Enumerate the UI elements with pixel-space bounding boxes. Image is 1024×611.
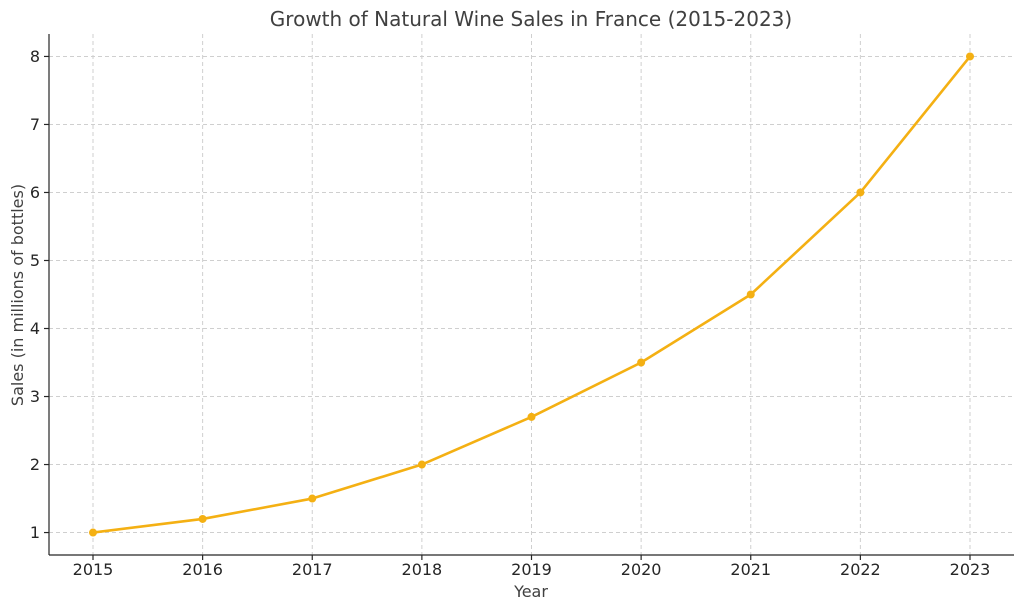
- x-tick-label: 2023: [950, 560, 991, 579]
- tick-labels: 2015 2016 2017 2018 2019 2020 2021 2022 2023 1 2 3 4…: [30, 47, 991, 579]
- y-tick-label: 3: [30, 387, 40, 406]
- y-tick-label: 6: [30, 183, 40, 202]
- x-tick-label: 2019: [511, 560, 552, 579]
- x-tick-label: 2016: [182, 560, 223, 579]
- x-axis-label: Year: [513, 582, 548, 601]
- data-point: [527, 412, 536, 421]
- data-point: [417, 460, 426, 469]
- x-tick-label: 2017: [292, 560, 333, 579]
- x-tick-label: 2021: [730, 560, 771, 579]
- x-tick-label: 2018: [402, 560, 443, 579]
- y-tick-label: 2: [30, 455, 40, 474]
- data-point: [89, 528, 97, 537]
- y-tick-label: 4: [30, 319, 40, 338]
- x-tick-label: 2015: [73, 560, 114, 579]
- data-point: [637, 358, 646, 367]
- data-point: [746, 290, 755, 299]
- chart-title: Growth of Natural Wine Sales in France (…: [270, 7, 792, 31]
- x-tick-label: 2022: [840, 560, 881, 579]
- data-point: [198, 514, 207, 523]
- data-point: [966, 52, 974, 61]
- data-point: [856, 188, 865, 197]
- y-tick-label: 8: [30, 47, 40, 66]
- y-tick-label: 1: [30, 523, 40, 542]
- y-axis-label: Sales (in millions of bottles): [8, 184, 27, 406]
- x-tick-label: 2020: [621, 560, 662, 579]
- series-layer: [89, 52, 974, 537]
- data-point: [308, 494, 317, 503]
- axes: [44, 34, 1014, 560]
- y-tick-label: 7: [30, 115, 40, 134]
- grid-lines: [49, 34, 1014, 555]
- y-tick-label: 5: [30, 251, 40, 270]
